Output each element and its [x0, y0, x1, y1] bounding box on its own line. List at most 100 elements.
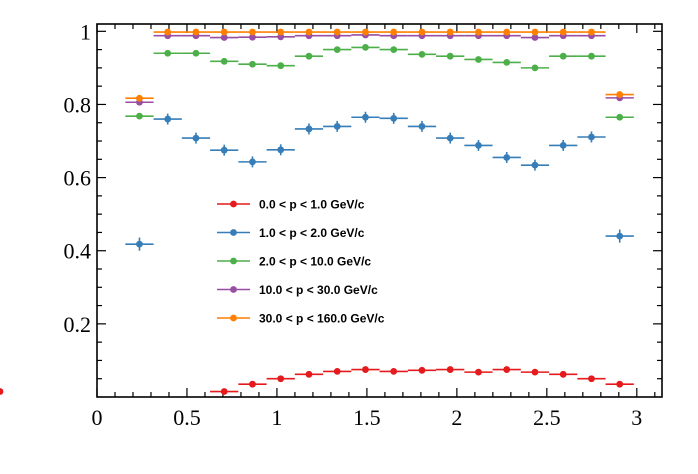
legend: 0.0 < p < 1.0 GeV/c 1.0 < p < 2.0 GeV/c 2.…: [217, 198, 385, 326]
data-point: [249, 158, 256, 166]
series-2: [125, 111, 634, 251]
data-point: [220, 57, 228, 65]
data-point: [616, 113, 624, 121]
data-point: [277, 28, 285, 36]
data-point: [305, 370, 313, 378]
data-point: [559, 370, 567, 378]
data-point: [362, 28, 369, 36]
data-point: [531, 28, 539, 36]
data-point: [249, 28, 256, 36]
data-point: [616, 380, 624, 388]
data-point: [418, 28, 426, 36]
legend-item: 1.0 < p < 2.0 GeV/c: [217, 226, 365, 240]
data-point: [475, 368, 482, 376]
data-point: [164, 115, 172, 123]
data-point: [559, 28, 567, 36]
series-1: [0, 366, 634, 395]
data-point: [277, 33, 285, 41]
legend-marker: [230, 200, 237, 208]
legend-marker: [230, 286, 237, 293]
data-point: [588, 133, 595, 141]
data-point: [192, 134, 200, 142]
data-point: [559, 52, 567, 60]
x-tick-label: 2.5: [533, 405, 561, 430]
data-point: [418, 122, 426, 130]
data-point: [418, 50, 426, 58]
x-tick-label: 0.5: [173, 405, 201, 430]
x-tick-marks: [96, 24, 656, 397]
data-point: [0, 388, 4, 395]
data-point: [305, 28, 313, 36]
x-tick-labels: 0 0.5 1 1.5 2 2.5 3: [92, 405, 643, 430]
series-5: [125, 28, 634, 102]
data-point: [136, 112, 143, 120]
x-tick-label: 3: [631, 405, 642, 430]
y-tick-label: 0.2: [64, 312, 92, 337]
data-point: [305, 52, 313, 60]
data-point: [588, 375, 595, 383]
data-point: [616, 91, 624, 98]
data-point: [503, 28, 511, 36]
data-point: [446, 52, 454, 60]
data-point: [220, 28, 228, 36]
data-point: [220, 146, 228, 154]
y-tick-label: 0.6: [64, 166, 92, 191]
legend-marker: [230, 257, 237, 265]
data-point: [531, 64, 539, 72]
series-layer: [0, 28, 634, 395]
data-point: [475, 142, 482, 149]
legend-label: 30.0 < p < 160.0 GeV/c: [259, 312, 385, 326]
data-point: [446, 366, 454, 373]
legend-item: 0.0 < p < 1.0 GeV/c: [217, 198, 365, 212]
x-tick-label: 1.5: [353, 405, 381, 430]
data-point: [588, 52, 595, 60]
legend-item: 10.0 < p < 30.0 GeV/c: [217, 283, 378, 297]
data-point: [362, 113, 369, 121]
data-point: [362, 44, 369, 51]
legend-label: 1.0 < p < 2.0 GeV/c: [259, 226, 365, 240]
y-tick-label: 1: [80, 19, 91, 44]
data-point: [277, 62, 285, 70]
data-point: [418, 366, 426, 374]
data-point: [503, 366, 511, 373]
data-point: [446, 28, 454, 36]
data-point: [531, 368, 539, 376]
x-tick-label: 0: [92, 405, 103, 430]
data-point: [277, 146, 285, 154]
legend-item: 30.0 < p < 160.0 GeV/c: [217, 312, 385, 326]
data-point: [192, 28, 200, 36]
x-tick-label: 2: [451, 405, 462, 430]
data-point: [136, 240, 143, 248]
data-point: [531, 161, 539, 169]
legend-label: 0.0 < p < 1.0 GeV/c: [259, 198, 365, 212]
legend-label: 10.0 < p < 30.0 GeV/c: [259, 283, 378, 297]
data-point: [390, 114, 398, 122]
data-point: [616, 232, 624, 240]
data-point: [333, 28, 341, 36]
data-point: [390, 368, 398, 375]
y-tick-label: 0.8: [64, 92, 92, 117]
legend-marker: [230, 314, 237, 322]
data-point: [333, 368, 341, 375]
data-point: [475, 28, 482, 36]
legend-item: 2.0 < p < 10.0 GeV/c: [217, 255, 371, 269]
data-point: [305, 125, 313, 133]
data-point: [446, 134, 454, 142]
data-point: [249, 33, 256, 41]
data-point: [503, 58, 511, 66]
data-point: [192, 49, 200, 57]
data-point: [164, 49, 172, 57]
data-point: [588, 28, 595, 36]
data-point: [390, 46, 398, 53]
y-tick-labels: 0.2 0.4 0.6 0.8 1: [64, 19, 92, 337]
data-point: [249, 380, 256, 388]
data-point: [559, 142, 567, 149]
data-point: [164, 28, 172, 36]
x-tick-label: 1: [271, 405, 282, 430]
data-point: [136, 94, 143, 102]
data-point: [333, 122, 341, 130]
y-tick-marks: [97, 30, 662, 380]
data-point: [503, 154, 511, 161]
legend-label: 2.0 < p < 10.0 GeV/c: [259, 255, 371, 269]
data-point: [531, 34, 539, 41]
